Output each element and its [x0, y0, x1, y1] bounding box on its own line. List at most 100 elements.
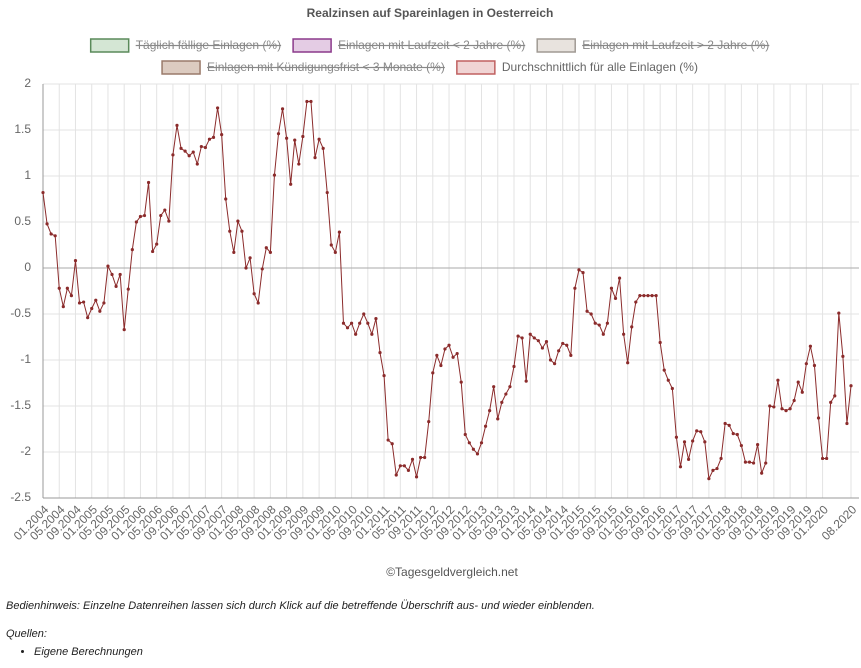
data-point: [735, 432, 739, 437]
data-point: [337, 230, 342, 234]
data-point: [419, 455, 423, 460]
data-point: [134, 220, 138, 224]
data-point: [410, 457, 415, 461]
y-tick-label: 1.5: [14, 122, 31, 136]
data-point: [593, 321, 597, 325]
data-point: [747, 460, 752, 464]
data-point: [707, 477, 711, 481]
data-point: [329, 243, 333, 247]
sources-list: Eigene Berechnungen: [6, 646, 856, 658]
data-point: [297, 162, 301, 166]
legend-item[interactable]: Durchschnittlich für alle Einlagen (%): [456, 60, 698, 75]
data-point: [163, 208, 167, 212]
data-point: [362, 312, 366, 316]
data-point: [845, 421, 849, 426]
data-point: [171, 153, 175, 157]
legend-label: Täglich fällige Einlagen (%): [136, 38, 281, 52]
data-point: [236, 219, 240, 223]
data-point: [764, 461, 768, 465]
data-point: [646, 294, 650, 298]
data-point: [638, 294, 642, 298]
data-point: [151, 249, 155, 254]
data-point: [678, 465, 683, 469]
data-point: [146, 180, 151, 185]
data-point: [69, 294, 74, 298]
data-point: [390, 442, 394, 446]
data-point: [118, 272, 122, 277]
data-point: [654, 294, 658, 298]
data-point: [508, 385, 512, 389]
data-point: [358, 321, 362, 325]
source-item: Eigene Berechnungen: [34, 646, 856, 658]
data-point: [220, 133, 224, 137]
data-point: [224, 197, 228, 201]
data-point: [699, 430, 703, 434]
data-point: [110, 272, 114, 277]
hint: Bedienhinweis: Einzelne Datenreihen lass…: [6, 600, 595, 612]
data-point: [658, 340, 662, 345]
series-line: [42, 100, 852, 481]
data-point: [479, 441, 484, 445]
data-point: [768, 404, 772, 408]
data-point: [354, 332, 358, 336]
data-point: [65, 286, 69, 290]
data-point: [784, 409, 788, 413]
legend-item[interactable]: Einlagen mit Laufzeit > 2 Jahre (%): [536, 38, 769, 53]
legend-item[interactable]: Einlagen mit Laufzeit < 2 Jahre (%): [292, 38, 525, 53]
data-point: [500, 400, 504, 404]
legend-swatch: [536, 38, 576, 53]
data-point: [175, 123, 179, 127]
data-point: [496, 417, 500, 421]
data-point: [800, 390, 804, 394]
data-point: [601, 332, 605, 336]
data-point: [183, 149, 187, 153]
data-point: [617, 276, 622, 280]
legend-item[interactable]: Täglich fällige Einlagen (%): [89, 38, 281, 53]
data-point: [532, 336, 536, 340]
data-point: [626, 361, 630, 365]
data-point: [512, 364, 516, 369]
data-point: [244, 266, 248, 270]
data-point: [504, 392, 508, 396]
data-point: [382, 374, 386, 378]
data-point: [301, 134, 305, 139]
data-point: [77, 301, 82, 305]
data-point: [849, 384, 853, 388]
y-tick-label: -2: [20, 444, 31, 458]
legend-item[interactable]: Einlagen mit Kündigungsfrist < 3 Monate …: [161, 60, 445, 75]
data-point: [670, 386, 674, 391]
data-point: [45, 222, 49, 226]
data-point: [825, 456, 829, 461]
legend-swatch: [292, 38, 332, 53]
data-point: [142, 213, 147, 218]
data-point: [743, 460, 748, 464]
data-point: [630, 325, 634, 329]
data-point: [370, 332, 374, 336]
legend-label: Einlagen mit Kündigungsfrist < 3 Monate …: [207, 60, 445, 74]
legend-label: Durchschnittlich für alle Einlagen (%): [502, 60, 698, 74]
data-point: [305, 99, 309, 104]
data-point: [309, 99, 313, 104]
legend-label: Einlagen mit Laufzeit > 2 Jahre (%): [582, 38, 769, 52]
data-point: [711, 468, 715, 472]
data-point: [829, 400, 833, 404]
data-point: [544, 340, 549, 344]
data-point: [333, 250, 337, 254]
data-point: [191, 150, 195, 154]
data-point: [61, 305, 65, 309]
data-point: [138, 214, 143, 219]
data-point: [94, 298, 98, 302]
data-point: [820, 456, 825, 461]
data-point: [130, 248, 134, 252]
data-point: [435, 353, 439, 357]
data-point: [122, 328, 126, 332]
data-point: [195, 162, 199, 166]
data-point: [492, 385, 496, 389]
data-point: [650, 294, 654, 298]
data-point: [102, 301, 106, 305]
data-point: [780, 407, 784, 411]
data-point: [804, 362, 808, 366]
data-point: [808, 344, 812, 348]
data-point: [114, 284, 118, 288]
data-point: [423, 455, 427, 460]
